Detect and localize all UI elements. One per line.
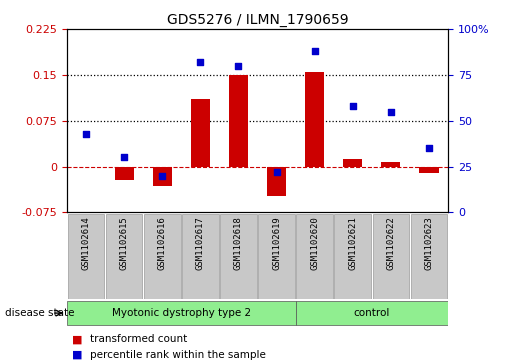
Bar	[305, 72, 324, 167]
Text: ■: ■	[72, 350, 86, 360]
Text: GSM1102623: GSM1102623	[424, 217, 434, 270]
Text: transformed count: transformed count	[90, 334, 187, 344]
Bar	[153, 167, 172, 186]
Text: ■: ■	[72, 334, 86, 344]
Text: GSM1102614: GSM1102614	[81, 217, 91, 270]
Text: GSM1102622: GSM1102622	[386, 217, 396, 270]
Bar	[267, 167, 286, 196]
Bar	[344, 159, 363, 167]
Bar	[191, 99, 210, 167]
Bar	[419, 167, 439, 173]
Bar	[372, 214, 409, 299]
Bar	[114, 167, 134, 180]
Point	[196, 59, 204, 65]
Text: GSM1102615: GSM1102615	[119, 217, 129, 270]
Point	[82, 131, 90, 136]
Title: GDS5276 / ILMN_1790659: GDS5276 / ILMN_1790659	[167, 13, 348, 26]
Bar	[67, 214, 105, 299]
Bar	[220, 214, 257, 299]
Bar	[182, 214, 219, 299]
Point	[272, 169, 281, 175]
Text: GSM1102618: GSM1102618	[234, 217, 243, 270]
Bar	[229, 75, 248, 167]
Point	[425, 145, 433, 151]
Text: control: control	[354, 308, 390, 318]
Text: Myotonic dystrophy type 2: Myotonic dystrophy type 2	[112, 308, 251, 318]
Bar	[296, 214, 333, 299]
Point	[387, 109, 395, 114]
Text: GSM1102620: GSM1102620	[310, 217, 319, 270]
Point	[311, 48, 319, 54]
Text: GSM1102617: GSM1102617	[196, 217, 205, 270]
Text: percentile rank within the sample: percentile rank within the sample	[90, 350, 266, 360]
Bar	[106, 214, 143, 299]
Point	[120, 155, 128, 160]
Bar	[144, 214, 181, 299]
Bar	[334, 214, 371, 299]
Point	[349, 103, 357, 109]
Bar	[410, 214, 448, 299]
Text: disease state: disease state	[5, 308, 75, 318]
Point	[158, 173, 166, 179]
Bar	[382, 162, 401, 167]
Text: GSM1102616: GSM1102616	[158, 217, 167, 270]
Point	[234, 63, 243, 69]
Bar	[258, 214, 295, 299]
Text: GSM1102619: GSM1102619	[272, 217, 281, 270]
Text: GSM1102621: GSM1102621	[348, 217, 357, 270]
Bar	[67, 301, 296, 325]
Bar	[296, 301, 448, 325]
